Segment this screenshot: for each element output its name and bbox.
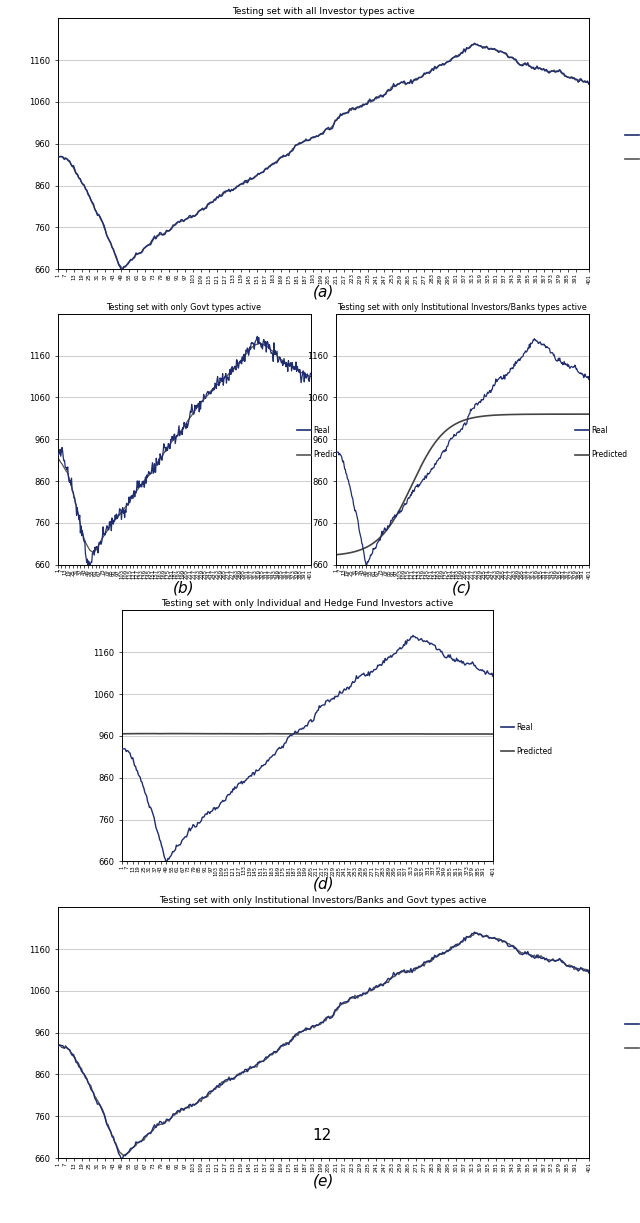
Legend: Real, Predicted: Real, Predicted [497, 719, 556, 759]
Legend: Real, Predicted: Real, Predicted [622, 127, 640, 168]
Text: (c): (c) [452, 580, 472, 596]
Text: (b): (b) [173, 580, 195, 596]
Legend: Real, Predicted: Real, Predicted [294, 423, 352, 462]
Text: 12: 12 [312, 1129, 332, 1144]
Title: Testing set with only Individual and Hedge Fund Investors active: Testing set with only Individual and Hed… [161, 599, 453, 608]
Title: Testing set with only Govt types active: Testing set with only Govt types active [107, 302, 262, 312]
Text: (e): (e) [312, 1174, 334, 1189]
Legend: Real, Predicted: Real, Predicted [622, 1016, 640, 1055]
Legend: Real, Predicted: Real, Predicted [572, 423, 630, 462]
Text: (a): (a) [312, 284, 334, 298]
Title: Testing set with only Institutional Investors/Banks types active: Testing set with only Institutional Inve… [337, 302, 587, 312]
Text: (d): (d) [312, 877, 334, 892]
Title: Testing set with all Investor types active: Testing set with all Investor types acti… [232, 7, 415, 16]
Title: Testing set with only Institutional Investors/Banks and Govt types active: Testing set with only Institutional Inve… [159, 896, 487, 905]
